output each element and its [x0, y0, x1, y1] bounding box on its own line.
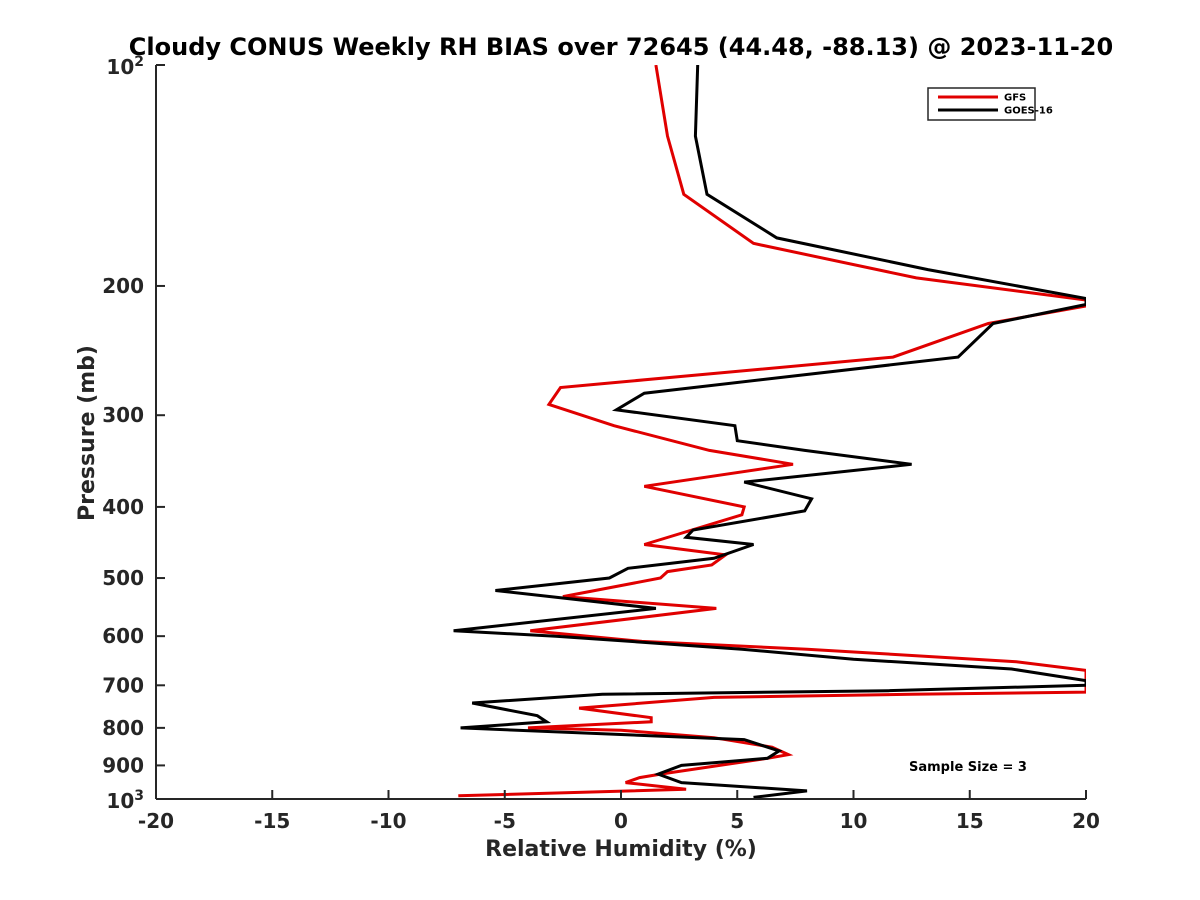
y-tick-label: 600: [102, 624, 144, 648]
y-tick-label: 400: [102, 495, 144, 519]
legend: GFS GOES-16: [927, 87, 1053, 121]
y-axis-ticks: 102 200 300 400 500 600 700 800 900 103: [102, 54, 165, 813]
x-tick-label: 15: [956, 809, 984, 833]
y-tick-label: 900: [102, 753, 144, 777]
x-tick-label: 20: [1072, 809, 1100, 833]
series-line-gfs: [458, 65, 1086, 798]
x-tick-label: -15: [254, 809, 290, 833]
series-layer: [453, 65, 1086, 799]
legend-label: GOES-16: [1004, 106, 1053, 117]
y-axis-label: Pressure (mb): [75, 345, 100, 521]
x-tick-label: -20: [138, 809, 174, 833]
legend-label: GFS: [1004, 93, 1026, 104]
x-tick-label: 10: [840, 809, 868, 833]
legend-box: [927, 87, 1036, 121]
y-tick-label: 500: [102, 566, 144, 590]
x-tick-label: 5: [730, 809, 744, 833]
series-line-goes-16: [453, 65, 1086, 799]
sample-size-annotation: Sample Size = 3: [909, 760, 1027, 775]
y-tick-label: 800: [102, 716, 144, 740]
x-axis-ticks: -20 -15 -10 -5 0 5 10 15 20: [138, 790, 1100, 833]
chart-title: Cloudy CONUS Weekly RH BIAS over 72645 (…: [129, 33, 1113, 61]
y-tick-label: 102: [106, 54, 144, 79]
y-tick-label: 300: [102, 403, 144, 427]
y-tick-label: 200: [102, 274, 144, 298]
x-axis-label: Relative Humidity (%): [485, 837, 757, 862]
y-tick-label: 700: [102, 673, 144, 697]
x-tick-label: -10: [370, 809, 406, 833]
x-tick-label: 0: [614, 809, 628, 833]
y-tick-label: 103: [106, 788, 144, 813]
x-tick-label: -5: [494, 809, 516, 833]
